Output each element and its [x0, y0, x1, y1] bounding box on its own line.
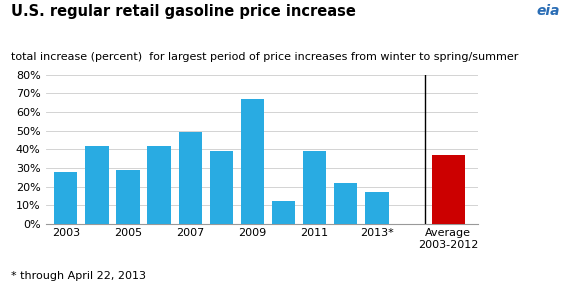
Text: * through April 22, 2013: * through April 22, 2013	[11, 271, 146, 281]
Text: U.S. regular retail gasoline price increase: U.S. regular retail gasoline price incre…	[11, 4, 356, 19]
Bar	[116, 170, 139, 224]
Bar	[334, 183, 357, 224]
Bar	[147, 146, 171, 224]
Text: eia: eia	[537, 4, 560, 18]
Text: total increase (percent)  for largest period of price increases from winter to s: total increase (percent) for largest per…	[11, 52, 519, 62]
Bar	[209, 151, 233, 224]
Bar	[365, 192, 389, 224]
Bar	[54, 172, 77, 224]
Bar	[272, 201, 295, 224]
Bar	[241, 99, 264, 224]
Bar	[85, 146, 109, 224]
Bar	[179, 132, 202, 224]
Bar	[303, 151, 326, 224]
Bar	[432, 155, 465, 224]
